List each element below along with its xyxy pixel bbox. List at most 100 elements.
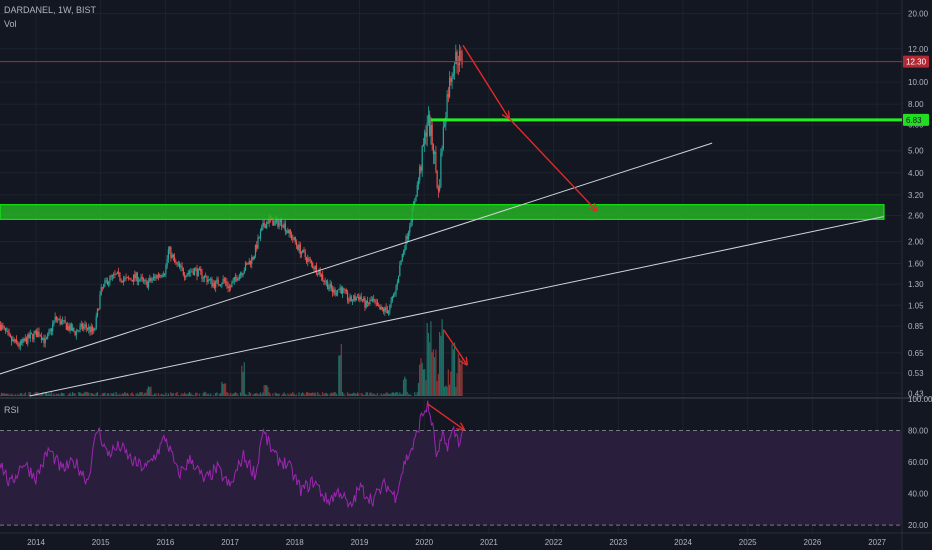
candle-body	[440, 152, 442, 187]
candle-body	[81, 324, 84, 329]
candle-body	[282, 225, 284, 228]
volume-bar	[317, 391, 319, 396]
volume-bar	[164, 395, 166, 396]
candle-body	[340, 287, 342, 294]
volume-bar	[11, 393, 13, 396]
candle-body	[176, 262, 178, 264]
volume-bar	[263, 385, 265, 396]
volume-bar	[320, 395, 323, 396]
candle-body	[63, 320, 65, 321]
volume-legend[interactable]: Vol	[4, 19, 17, 29]
volume-bar	[126, 392, 128, 396]
volume-bar	[183, 392, 186, 396]
volume-bar	[383, 393, 385, 396]
trendline-lower[interactable]	[29, 216, 884, 397]
candle-body	[383, 308, 385, 312]
candle-body	[188, 272, 191, 274]
forecast-arrow[interactable]	[462, 44, 508, 117]
candle-body	[166, 258, 168, 266]
candle-body	[278, 222, 280, 227]
candle-body	[437, 187, 439, 191]
rsi-tick-label: 100.00	[908, 395, 932, 404]
volume-bar	[78, 392, 80, 396]
candle-body	[1, 324, 3, 330]
rsi-legend[interactable]: RSI	[4, 405, 20, 415]
price-tick-label: 4.00	[908, 169, 924, 178]
volume-bar	[384, 394, 386, 396]
volume-bar	[461, 359, 463, 396]
candle-body	[246, 263, 248, 265]
candle-body	[431, 124, 433, 145]
candle-body	[378, 305, 380, 307]
candle-body	[186, 274, 188, 277]
candle-body	[29, 333, 31, 339]
volume-bar	[225, 383, 227, 396]
price-tick-label: 12.00	[908, 45, 929, 54]
price-tick-label: 0.65	[908, 349, 924, 358]
volume-bar	[447, 369, 449, 396]
volume-bar	[208, 395, 211, 396]
volume-bar	[118, 394, 120, 396]
rsi-arrow[interactable]	[427, 403, 463, 429]
candle-body	[151, 279, 153, 281]
candle-body	[305, 257, 308, 262]
volume-bar	[6, 393, 8, 396]
candle-body	[60, 321, 62, 325]
volume-bar	[47, 394, 49, 396]
volume-bar	[50, 391, 53, 396]
volume-bar	[341, 391, 344, 396]
candle-body	[113, 274, 115, 276]
candle-body	[52, 324, 54, 332]
candle-body	[83, 326, 85, 329]
candle-body	[76, 330, 79, 332]
forecast-arrow[interactable]	[507, 116, 595, 210]
candle-body	[268, 217, 270, 224]
candle-body	[210, 278, 212, 280]
volume-bar	[242, 371, 244, 396]
candle-body	[129, 278, 131, 280]
volume-bar	[369, 392, 371, 396]
volume-bar	[421, 362, 423, 396]
volume-bar	[243, 362, 245, 396]
volume-bar	[452, 349, 454, 396]
candle-body	[191, 271, 193, 273]
candle-body	[185, 276, 187, 278]
volume-bar	[68, 394, 70, 396]
symbol-legend[interactable]: DARDANEL, 1W, BIST	[4, 5, 97, 15]
candle-body	[386, 310, 388, 314]
candle-body	[139, 279, 141, 281]
volume-bar	[84, 391, 86, 396]
volume-bar	[410, 394, 412, 396]
rsi-line	[0, 400, 463, 509]
candle-body	[91, 326, 94, 331]
candle-body	[208, 279, 211, 281]
trendline-upper[interactable]	[0, 142, 713, 375]
volume-bar	[307, 392, 309, 396]
volume-bar	[136, 392, 138, 396]
volume-bar	[248, 392, 250, 396]
candle-body	[461, 52, 463, 65]
support-zone[interactable]	[0, 204, 885, 220]
volume-bar	[120, 395, 122, 396]
volume-bar	[228, 395, 230, 396]
candle-body	[159, 274, 161, 277]
volume-bar	[62, 393, 64, 396]
volume-bar	[401, 394, 403, 396]
candle-body	[55, 316, 58, 320]
volume-bar	[444, 386, 446, 396]
candle-body	[127, 277, 130, 279]
candle-body	[374, 299, 376, 302]
candle-body	[157, 275, 160, 277]
time-tick-label: 2020	[415, 538, 433, 547]
volume-arrow[interactable]	[443, 329, 467, 364]
volume-bar	[247, 395, 249, 396]
volume-bar	[397, 394, 400, 396]
volume-bar	[305, 392, 308, 396]
candle-body	[205, 275, 207, 277]
volume-bar	[268, 392, 270, 396]
candle-body	[384, 307, 386, 312]
candle-body	[84, 324, 86, 327]
candle-body	[50, 329, 53, 332]
candle-body	[422, 143, 425, 147]
